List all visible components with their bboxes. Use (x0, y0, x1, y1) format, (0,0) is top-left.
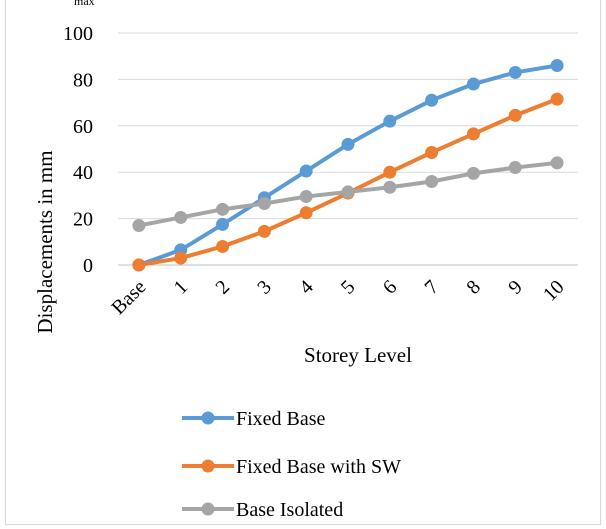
y-axis-ticks: 0 20 40 60 80 100 (63, 23, 93, 277)
y-tick-label: 0 (83, 255, 93, 277)
series-fixed-base-with-sw (132, 92, 564, 272)
x-tick-label: 3 (253, 276, 276, 299)
gridlines (118, 32, 578, 266)
data-point (174, 251, 188, 265)
cropped-top-text: max (74, 0, 95, 8)
y-tick-label: 80 (73, 69, 93, 91)
data-point (216, 239, 230, 253)
data-point (257, 224, 271, 238)
x-tick-label: 5 (337, 276, 360, 299)
x-tick-label: 4 (295, 276, 318, 299)
legend-label: Fixed Base (236, 408, 326, 430)
x-tick-label: 10 (539, 276, 569, 306)
x-tick-label: 9 (504, 276, 527, 299)
data-point (132, 219, 146, 233)
data-point (383, 180, 397, 194)
x-tick-label: 2 (211, 276, 234, 299)
data-point (425, 93, 439, 107)
x-tick-label: Base (107, 276, 150, 319)
legend-label: Base Isolated (236, 499, 343, 521)
legend-item: Fixed Base with SW (182, 456, 401, 478)
x-tick-label: 6 (379, 276, 402, 299)
data-point (508, 161, 522, 175)
data-point (466, 77, 480, 91)
data-point (299, 190, 313, 204)
legend-marker (201, 459, 215, 473)
data-point (508, 108, 522, 122)
data-point (550, 58, 564, 72)
data-point (299, 164, 313, 178)
data-point (341, 137, 355, 151)
data-point (257, 197, 271, 211)
data-point (216, 217, 230, 231)
data-point (383, 114, 397, 128)
data-point (466, 166, 480, 180)
y-tick-label: 60 (73, 116, 93, 138)
x-axis-title: Storey Level (304, 343, 412, 367)
chart-frame (5, 0, 601, 525)
y-tick-label: 20 (73, 209, 93, 231)
legend-marker (201, 411, 215, 425)
x-tick-label: 8 (462, 276, 485, 299)
series-fixed-base (132, 58, 564, 272)
data-point (425, 174, 439, 188)
x-tick-label: 7 (421, 276, 444, 299)
legend-item: Fixed Base (182, 408, 326, 430)
series-line (136, 63, 560, 267)
series-layer (132, 58, 564, 272)
legend-marker (201, 502, 215, 516)
data-point (508, 65, 522, 79)
y-tick-label: 100 (63, 23, 93, 45)
data-point (132, 258, 146, 272)
data-point (550, 92, 564, 106)
series-base-isolated (132, 156, 564, 233)
data-point (383, 165, 397, 179)
data-point (299, 206, 313, 220)
legend-label: Fixed Base with SW (236, 456, 401, 478)
x-axis-ticks: Base 1 2 3 4 5 6 7 8 9 10 (107, 276, 568, 319)
data-point (341, 185, 355, 199)
data-point (425, 145, 439, 159)
x-tick-label: 1 (170, 276, 193, 299)
data-point (174, 210, 188, 224)
series-line (136, 97, 560, 267)
data-point (216, 202, 230, 216)
legend: Fixed Base Fixed Base with SW Base Isolate… (182, 408, 401, 521)
legend-item: Base Isolated (182, 499, 343, 521)
data-point (466, 127, 480, 141)
y-axis-title: Displacements in mm (33, 150, 57, 333)
y-tick-label: 40 (73, 162, 93, 184)
data-point (550, 156, 564, 170)
